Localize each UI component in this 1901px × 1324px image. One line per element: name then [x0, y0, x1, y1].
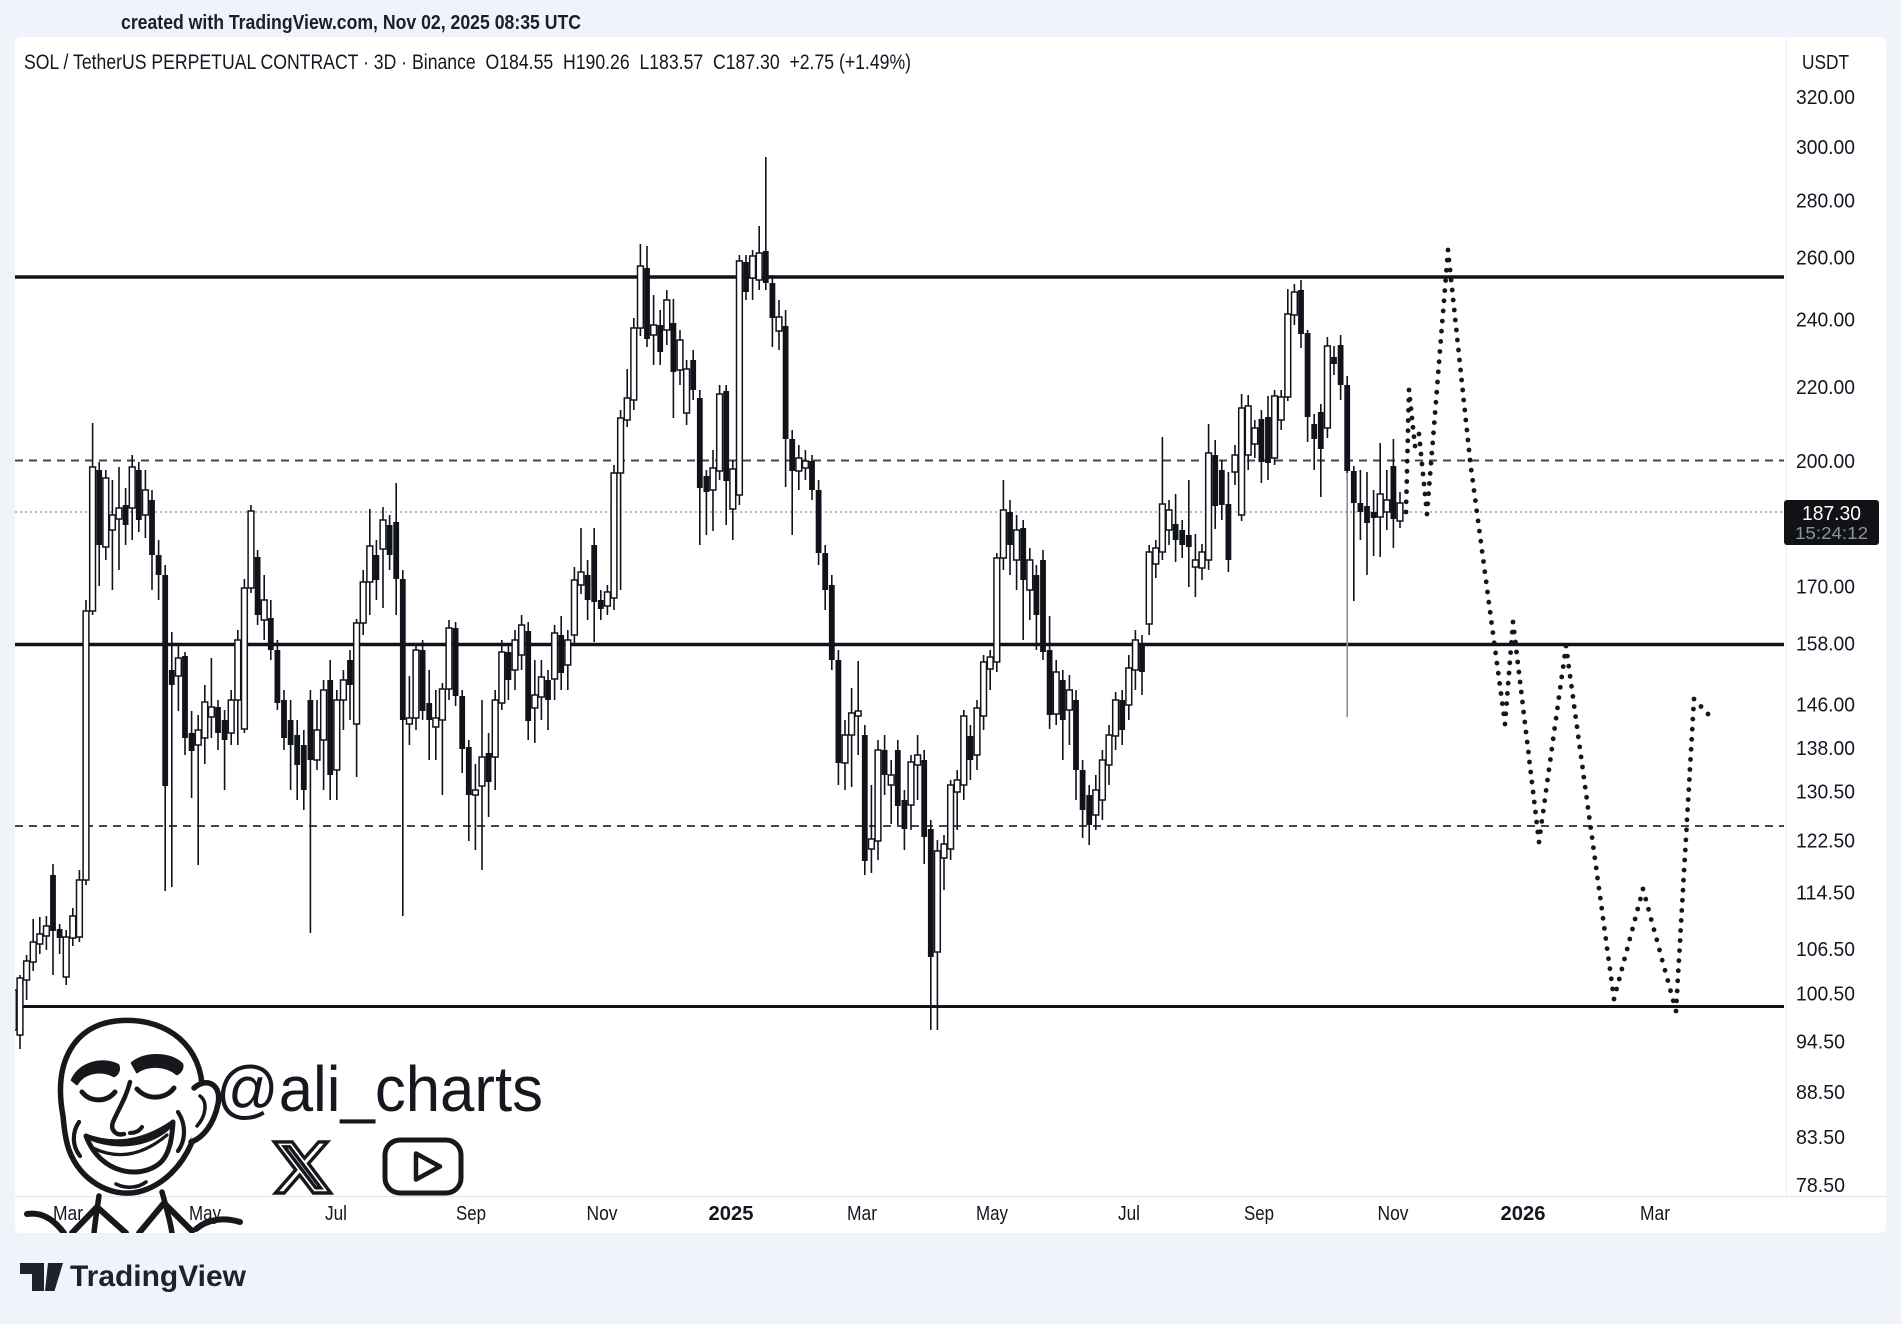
svg-text:106.50: 106.50	[1796, 939, 1855, 961]
svg-text:260.00: 260.00	[1796, 248, 1855, 270]
svg-text:May: May	[976, 1203, 1008, 1225]
svg-text:Jul: Jul	[325, 1203, 347, 1225]
svg-text:Sep: Sep	[1244, 1203, 1274, 1225]
svg-text:May: May	[189, 1203, 221, 1225]
svg-text:Mar: Mar	[847, 1203, 877, 1225]
svg-text:320.00: 320.00	[1796, 87, 1855, 109]
svg-text:2025: 2025	[709, 1203, 754, 1225]
svg-text:280.00: 280.00	[1796, 190, 1855, 212]
svg-text:158.00: 158.00	[1796, 633, 1855, 655]
svg-text:2026: 2026	[1501, 1203, 1546, 1225]
svg-text:78.50: 78.50	[1796, 1175, 1845, 1197]
svg-text:138.00: 138.00	[1796, 738, 1855, 760]
svg-text:Mar: Mar	[1640, 1203, 1670, 1225]
svg-text:114.50: 114.50	[1796, 883, 1855, 905]
svg-text:@ali_charts: @ali_charts	[216, 1053, 543, 1125]
svg-text:170.00: 170.00	[1796, 577, 1855, 599]
svg-text:Mar: Mar	[53, 1203, 83, 1225]
svg-text:122.50: 122.50	[1796, 830, 1855, 852]
svg-text:Nov: Nov	[587, 1203, 618, 1225]
svg-text:created with TradingView.com,: created with TradingView.com, Nov 02, 20…	[121, 12, 581, 34]
svg-text:88.50: 88.50	[1796, 1082, 1845, 1104]
svg-text:Nov: Nov	[1378, 1203, 1409, 1225]
svg-text:15:24:12: 15:24:12	[1795, 523, 1868, 543]
svg-text:SOL / TetherUS PERPETUAL CONTR: SOL / TetherUS PERPETUAL CONTRACT · 3D ·…	[24, 51, 911, 74]
svg-text:300.00: 300.00	[1796, 137, 1855, 159]
svg-text:200.00: 200.00	[1796, 451, 1855, 473]
svg-text:240.00: 240.00	[1796, 310, 1855, 332]
svg-text:83.50: 83.50	[1796, 1127, 1845, 1149]
svg-text:Sep: Sep	[456, 1203, 486, 1225]
svg-text:220.00: 220.00	[1796, 377, 1855, 399]
svg-text:Jul: Jul	[1118, 1203, 1140, 1225]
svg-text:130.50: 130.50	[1796, 781, 1855, 803]
svg-text:TradingView: TradingView	[70, 1260, 247, 1293]
svg-text:100.50: 100.50	[1796, 984, 1855, 1006]
svg-text:146.00: 146.00	[1796, 695, 1855, 717]
svg-text:187.30: 187.30	[1802, 503, 1861, 525]
svg-text:USDT: USDT	[1802, 52, 1849, 74]
svg-text:94.50: 94.50	[1796, 1031, 1845, 1053]
